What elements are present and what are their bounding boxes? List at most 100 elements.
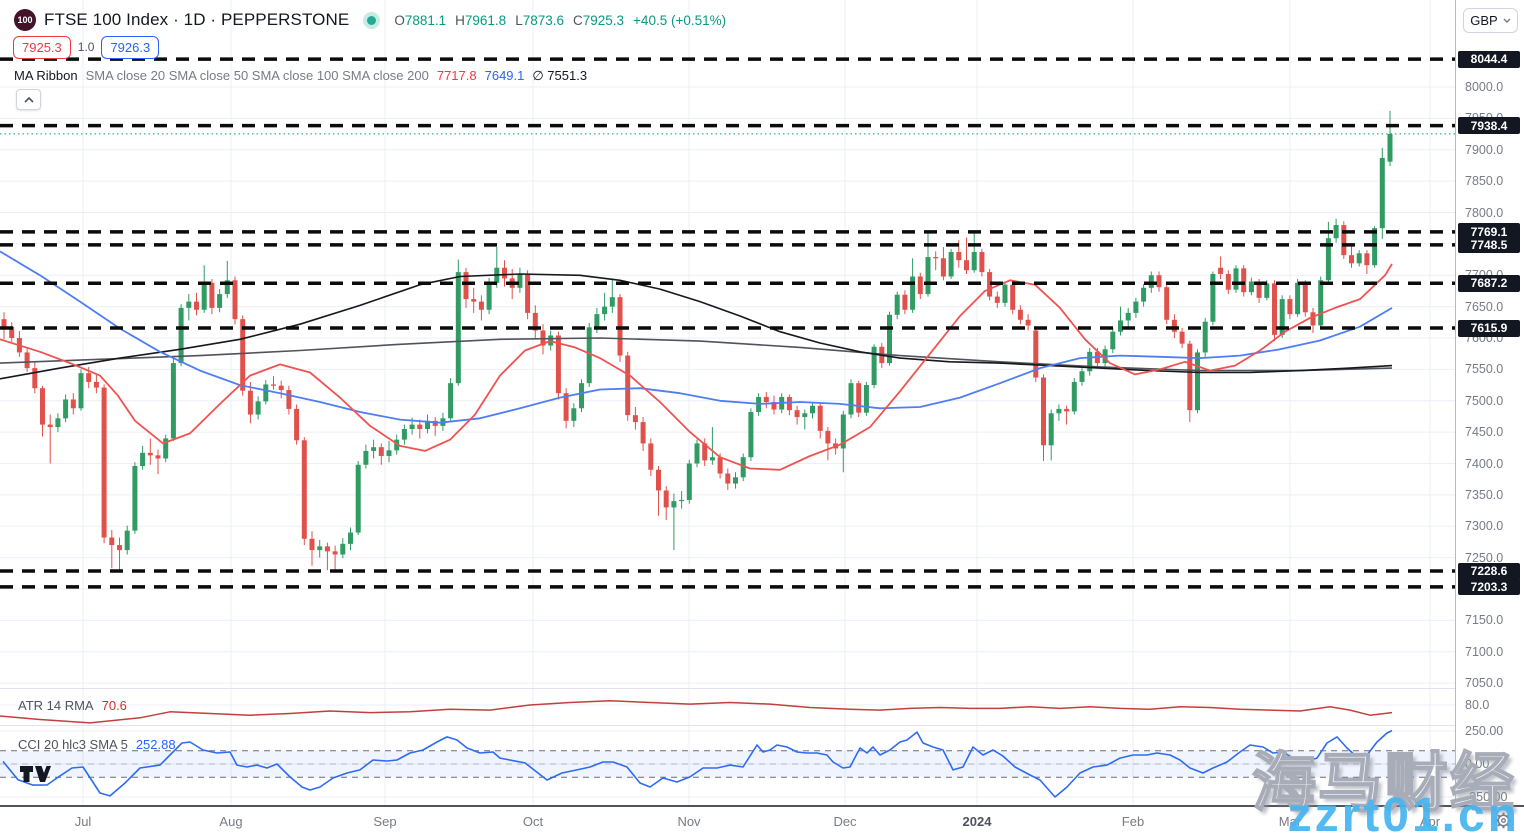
candle-body	[232, 280, 238, 320]
price-tick-label: 7250.0	[1465, 550, 1504, 565]
candle-body	[348, 532, 353, 544]
candle-body	[694, 443, 700, 464]
price-tick-label: 7050.0	[1465, 676, 1504, 691]
candle-body	[1048, 413, 1054, 446]
ma-ribbon-params: SMA close 20 SMA close 50 SMA close 100 …	[85, 68, 429, 83]
candle-body	[478, 301, 484, 310]
pane-divider[interactable]	[0, 725, 1524, 726]
candle-body	[1264, 283, 1270, 298]
candle-body	[455, 272, 461, 384]
price-axis[interactable]: GBP 8000.07950.07900.07850.07800.07750.0…	[1455, 0, 1524, 805]
price-tick-label: 7550.0	[1465, 362, 1504, 377]
currency-selector[interactable]: GBP	[1463, 8, 1518, 33]
time-axis-label: Dec	[833, 814, 857, 829]
candle-body	[971, 252, 977, 271]
sma50-line	[0, 250, 1393, 424]
candle-body	[1195, 352, 1200, 411]
candle-body	[1279, 299, 1285, 335]
candle-body	[332, 551, 338, 555]
candle-body	[1, 319, 7, 327]
candle-body	[217, 294, 223, 308]
candle-body	[363, 450, 369, 465]
candle-body	[463, 272, 469, 300]
candle-body	[78, 373, 84, 409]
candle-body	[1272, 283, 1277, 335]
candle-body	[1056, 408, 1062, 414]
candle-body	[63, 399, 69, 419]
candle-body	[24, 352, 30, 369]
price-tick-label: 7900.0	[1465, 142, 1504, 157]
price-tick-label: 7800.0	[1465, 205, 1504, 220]
candle-body	[132, 466, 138, 531]
candle-body	[640, 422, 646, 444]
sma200-line	[0, 337, 1393, 372]
candle-body	[109, 537, 115, 546]
candle-body	[625, 355, 631, 416]
market-open-dot-icon	[367, 15, 377, 25]
candle-body	[964, 260, 969, 271]
sma50-value: 7649.1	[484, 68, 525, 83]
candle-body	[170, 363, 176, 439]
candle-body	[887, 314, 892, 364]
atr-line	[0, 700, 1393, 724]
sma100-line	[0, 273, 1393, 380]
price-tick-label: 7400.0	[1465, 456, 1504, 471]
pane-divider[interactable]	[0, 688, 1524, 689]
candle-body	[979, 252, 985, 273]
symbol-header[interactable]: 100 FTSE 100 Index · 1D · PEPPERSTONE O7…	[14, 7, 726, 33]
symbol-title: FTSE 100 Index · 1D · PEPPERSTONE	[44, 10, 350, 29]
candle-body	[686, 463, 692, 500]
price-tick-label: 7850.0	[1465, 174, 1504, 189]
candle-body	[1256, 281, 1262, 298]
cci-label: CCI 20 hlc3 SMA 5	[18, 737, 128, 752]
tradingview-logo[interactable]	[19, 762, 51, 791]
candle-body	[240, 319, 246, 391]
candle-body	[848, 383, 854, 415]
candle-body	[594, 314, 600, 328]
chart-canvas[interactable]	[0, 0, 1455, 805]
candle-body	[278, 385, 284, 391]
candle-body	[247, 390, 253, 415]
collapse-indicators-button[interactable]	[16, 89, 41, 110]
price-level-tag: 8044.4	[1458, 50, 1520, 68]
candle-body	[1071, 381, 1077, 412]
candle-body	[810, 405, 815, 414]
sma-average-value: ∅ 7551.3	[532, 67, 588, 83]
ma-ribbon-legend[interactable]: MA Ribbon SMA close 20 SMA close 50 SMA …	[14, 66, 587, 85]
atr-legend[interactable]: ATR 14 RMA 70.6	[18, 698, 127, 713]
candle-body	[602, 306, 608, 315]
candle-body	[917, 276, 923, 295]
candle-body	[70, 399, 76, 409]
price-tick-label: 7100.0	[1465, 644, 1504, 659]
candle-body	[209, 282, 215, 308]
spread-value: 1.0	[77, 40, 95, 54]
candle-body	[725, 473, 731, 484]
sell-button[interactable]: 7925.3	[13, 35, 71, 59]
candle-body	[648, 443, 654, 470]
settings-gear-icon[interactable]	[1495, 812, 1512, 834]
cci-legend[interactable]: CCI 20 hlc3 SMA 5 252.88	[18, 737, 176, 752]
candle-body	[324, 546, 330, 552]
candle-body	[255, 401, 261, 415]
candle-body	[794, 410, 800, 418]
time-axis[interactable]: Jul Aug Sep Oct Nov Dec 2024 Feb Mar Apr	[0, 805, 1524, 834]
candle-body	[378, 447, 384, 456]
candle-body	[155, 455, 161, 459]
sma20-line	[0, 263, 1393, 471]
candle-body	[1179, 331, 1185, 344]
time-axis-label: Jul	[74, 814, 92, 829]
candle-body	[817, 405, 823, 431]
candle-body	[671, 501, 677, 508]
candle-body	[1233, 268, 1239, 290]
chevron-up-icon	[23, 96, 34, 103]
candle-body	[740, 457, 746, 478]
candle-body	[1133, 301, 1139, 313]
candle-body	[9, 326, 15, 338]
buy-button[interactable]: 7926.3	[101, 35, 160, 59]
candle-body	[1025, 319, 1031, 326]
candle-body	[748, 412, 754, 458]
candle-body	[925, 257, 931, 295]
candle-body	[871, 346, 877, 386]
candle-body	[1210, 273, 1216, 322]
candle-body	[902, 294, 908, 310]
